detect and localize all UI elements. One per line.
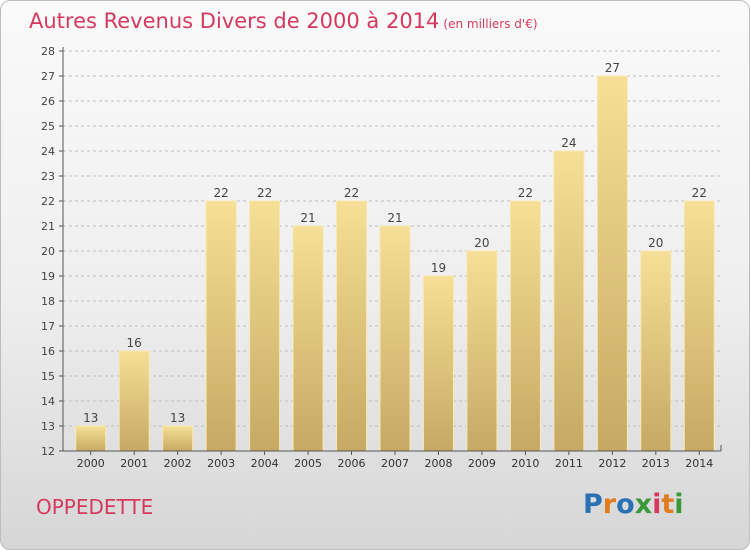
bar xyxy=(75,425,107,452)
bar xyxy=(640,250,672,452)
bar xyxy=(118,350,150,452)
bar xyxy=(162,425,194,452)
x-tick-label: 2001 xyxy=(120,457,148,470)
y-tick-label: 28 xyxy=(41,45,55,58)
data-label: 22 xyxy=(518,186,533,200)
logo-letter: i xyxy=(652,489,662,520)
bars xyxy=(75,75,715,452)
x-tick-label: 2002 xyxy=(164,457,192,470)
y-tick-label: 17 xyxy=(41,320,55,333)
bar xyxy=(249,200,281,452)
data-label: 22 xyxy=(257,186,272,200)
logo-letter: x xyxy=(634,489,653,520)
logo-letter: i xyxy=(674,489,684,520)
data-label: 22 xyxy=(692,186,707,200)
logo-letter: t xyxy=(661,489,675,520)
y-tick-label: 16 xyxy=(41,345,55,358)
bar xyxy=(422,275,454,452)
x-tick-label: 2003 xyxy=(207,457,235,470)
x-tick-label: 2005 xyxy=(294,457,322,470)
bar xyxy=(336,200,368,452)
x-tick-label: 2014 xyxy=(685,457,713,470)
data-label: 20 xyxy=(648,236,663,250)
data-label: 21 xyxy=(387,211,402,225)
y-tick-label: 20 xyxy=(41,245,55,258)
data-label: 13 xyxy=(83,411,98,425)
proxiti-logo: Proxiti xyxy=(583,489,684,520)
bar xyxy=(683,200,715,452)
bar xyxy=(379,225,411,452)
y-tick-label: 26 xyxy=(41,95,55,108)
commune-name: OPPEDETTE xyxy=(36,495,154,519)
bar xyxy=(205,200,237,452)
x-tick-label: 2007 xyxy=(381,457,409,470)
bar xyxy=(292,225,324,452)
bar xyxy=(596,75,628,452)
bar xyxy=(553,150,585,452)
data-label: 27 xyxy=(605,61,620,75)
data-label: 22 xyxy=(344,186,359,200)
y-tick-label: 12 xyxy=(41,445,55,458)
y-tick-label: 13 xyxy=(41,420,55,433)
x-tick-label: 2006 xyxy=(338,457,366,470)
y-tick-label: 22 xyxy=(41,195,55,208)
y-tick-label: 18 xyxy=(41,295,55,308)
chart-title: Autres Revenus Divers de 2000 à 2014 (en … xyxy=(29,9,538,33)
bar xyxy=(466,250,498,452)
x-tick-label: 2000 xyxy=(77,457,105,470)
y-tick-label: 14 xyxy=(41,395,55,408)
data-label: 19 xyxy=(431,261,446,275)
logo-letter: r xyxy=(602,489,617,520)
y-tick-label: 21 xyxy=(41,220,55,233)
chart-title-text: Autres Revenus Divers de 2000 à 2014 xyxy=(29,9,440,33)
x-tick-label: 2013 xyxy=(642,457,670,470)
logo-letter: P xyxy=(583,489,603,520)
y-tick-label: 23 xyxy=(41,170,55,183)
tick-labels: 12 13 14 15 16 17 18 19 20 21 22 23 24 25 26 27 28 13 2000… xyxy=(41,45,713,470)
y-tick-label: 25 xyxy=(41,120,55,133)
x-tick-label: 2004 xyxy=(251,457,279,470)
y-tick-label: 15 xyxy=(41,370,55,383)
x-tick-label: 2011 xyxy=(555,457,583,470)
y-tick-label: 19 xyxy=(41,270,55,283)
x-tick-label: 2012 xyxy=(598,457,626,470)
axes xyxy=(59,47,722,455)
bar xyxy=(509,200,541,452)
logo-letter: o xyxy=(616,489,635,520)
x-tick-label: 2008 xyxy=(424,457,452,470)
y-tick-label: 27 xyxy=(41,70,55,83)
x-tick-label: 2010 xyxy=(511,457,539,470)
data-label: 22 xyxy=(213,186,228,200)
data-label: 24 xyxy=(561,136,576,150)
x-tick-label: 2009 xyxy=(468,457,496,470)
data-label: 20 xyxy=(474,236,489,250)
data-label: 13 xyxy=(170,411,185,425)
data-label: 21 xyxy=(300,211,315,225)
chart-subtitle: (en milliers d'€) xyxy=(443,17,538,31)
data-label: 16 xyxy=(127,336,142,350)
y-tick-label: 24 xyxy=(41,145,55,158)
